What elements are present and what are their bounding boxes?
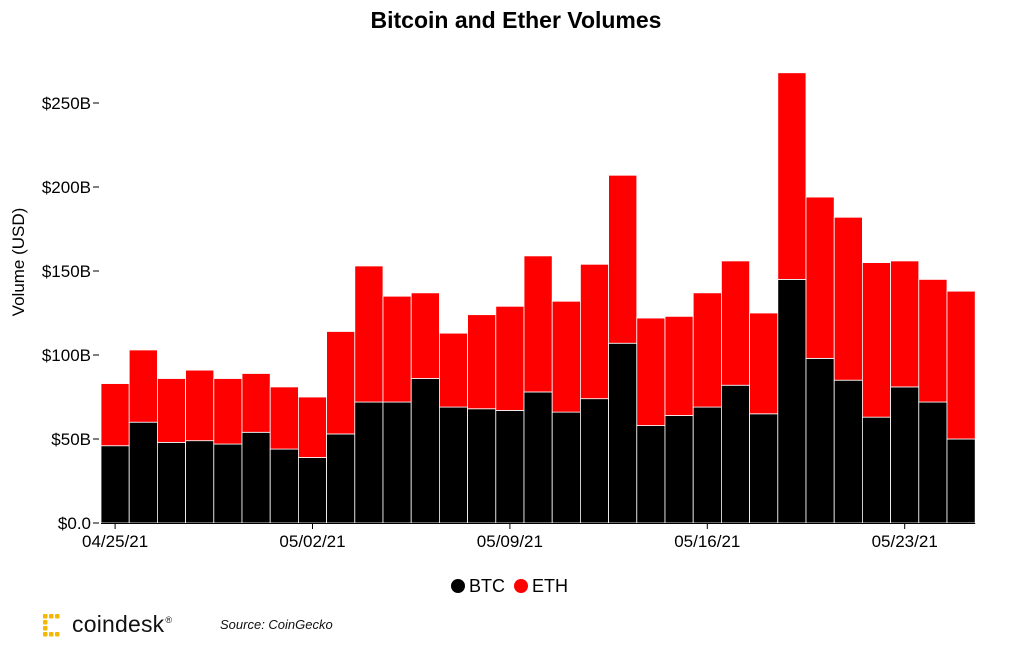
bar-btc bbox=[241, 431, 271, 524]
y-tick-label: $50B bbox=[51, 430, 91, 449]
legend: BTC ETH bbox=[451, 576, 568, 596]
bar-eth bbox=[862, 262, 892, 418]
bar-eth bbox=[100, 383, 130, 447]
x-tick-label: 04/25/21 bbox=[82, 532, 148, 551]
coindesk-logo-icon bbox=[43, 614, 60, 637]
bar-btc bbox=[946, 438, 976, 524]
bar-eth bbox=[438, 332, 468, 408]
x-tick-label: 05/09/21 bbox=[477, 532, 543, 551]
bar-eth bbox=[890, 260, 920, 388]
bar-eth bbox=[410, 292, 440, 379]
y-tick-label: $100B bbox=[42, 346, 91, 365]
bar-btc bbox=[777, 278, 807, 524]
bar-btc bbox=[128, 421, 158, 524]
bar-eth bbox=[326, 331, 356, 435]
bar-eth bbox=[777, 72, 807, 280]
bar-eth bbox=[946, 290, 976, 440]
bar-btc bbox=[664, 415, 694, 524]
bar-eth bbox=[523, 255, 553, 393]
bar-btc bbox=[721, 384, 751, 524]
logo-dot bbox=[43, 614, 48, 619]
y-tick-label: $250B bbox=[42, 94, 91, 113]
logo-dot bbox=[43, 626, 48, 631]
bar-eth bbox=[805, 196, 835, 359]
legend-eth-label: ETH bbox=[532, 576, 568, 596]
x-tick-label: 05/16/21 bbox=[674, 532, 740, 551]
source-note: Source: CoinGecko bbox=[220, 617, 333, 632]
bar-btc bbox=[297, 457, 327, 524]
bar-eth bbox=[918, 278, 948, 403]
brand-logo-text: coindesk® bbox=[72, 611, 172, 638]
bar-eth bbox=[185, 369, 215, 442]
x-axis: 04/25/21 05/02/21 05/09/21 05/16/21 05/23/21 bbox=[82, 523, 976, 551]
bar-btc bbox=[636, 425, 666, 524]
bar-eth bbox=[128, 349, 158, 423]
bar-btc bbox=[608, 342, 638, 524]
bar-eth bbox=[580, 263, 610, 400]
bar-btc bbox=[100, 445, 130, 524]
bar-btc bbox=[213, 443, 243, 524]
bar-eth bbox=[269, 386, 299, 450]
bar-btc bbox=[862, 416, 892, 524]
bar-btc bbox=[580, 398, 610, 524]
x-tick-label: 05/23/21 bbox=[872, 532, 938, 551]
logo-dot bbox=[49, 614, 54, 619]
bar-eth bbox=[382, 295, 412, 403]
bar-eth bbox=[241, 373, 271, 433]
registered-mark: ® bbox=[165, 614, 173, 625]
y-tick-label: $150B bbox=[42, 262, 91, 281]
legend-btc-marker bbox=[451, 579, 465, 593]
bar-eth bbox=[551, 300, 581, 413]
bar-eth bbox=[354, 265, 384, 403]
bar-eth bbox=[156, 378, 186, 443]
bar-btc bbox=[833, 379, 863, 524]
logo-dot bbox=[43, 632, 48, 637]
bar-btc bbox=[382, 401, 412, 524]
brand-name: coindesk bbox=[72, 610, 165, 637]
bar-btc bbox=[467, 408, 497, 524]
bar-btc bbox=[749, 413, 779, 524]
bar-btc bbox=[890, 386, 920, 524]
bar-eth bbox=[692, 292, 722, 408]
bar-btc bbox=[269, 448, 299, 524]
bar-btc bbox=[326, 433, 356, 524]
footer-brand: coindesk® bbox=[40, 606, 172, 642]
bar-eth bbox=[636, 317, 666, 426]
bar-eth bbox=[664, 315, 694, 416]
bar-eth bbox=[467, 314, 497, 410]
bar-eth bbox=[297, 396, 327, 458]
bar-btc bbox=[551, 411, 581, 524]
bar-eth bbox=[749, 312, 779, 415]
bar-btc bbox=[692, 406, 722, 524]
y-tick-label: $200B bbox=[42, 178, 91, 197]
logo-dot bbox=[55, 614, 60, 619]
bar-eth bbox=[608, 174, 638, 344]
bar-btc bbox=[185, 440, 215, 524]
y-axis: $0.0 $50B $100B $150B $200B $250B bbox=[42, 94, 99, 533]
bar-eth bbox=[833, 216, 863, 381]
bar-btc bbox=[805, 357, 835, 524]
bar-btc bbox=[438, 406, 468, 524]
bar-btc bbox=[495, 410, 525, 524]
logo-dot bbox=[43, 620, 48, 625]
bar-eth bbox=[721, 260, 751, 386]
bar-btc bbox=[156, 441, 186, 524]
legend-eth-marker bbox=[514, 579, 528, 593]
y-axis-label: Volume (USD) bbox=[9, 208, 28, 317]
bar-eth bbox=[213, 378, 243, 445]
bar-btc bbox=[918, 401, 948, 524]
bar-btc bbox=[354, 401, 384, 524]
logo-dot bbox=[49, 632, 54, 637]
legend-btc-label: BTC bbox=[469, 576, 505, 596]
y-tick-label: $0.0 bbox=[58, 514, 91, 533]
chart-title: Bitcoin and Ether Volumes bbox=[371, 7, 662, 33]
bar-btc bbox=[523, 391, 553, 524]
bar-btc bbox=[410, 378, 440, 524]
x-tick-label: 05/02/21 bbox=[279, 532, 345, 551]
logo-dot bbox=[55, 632, 60, 637]
bars bbox=[100, 72, 976, 524]
bar-eth bbox=[495, 305, 525, 411]
